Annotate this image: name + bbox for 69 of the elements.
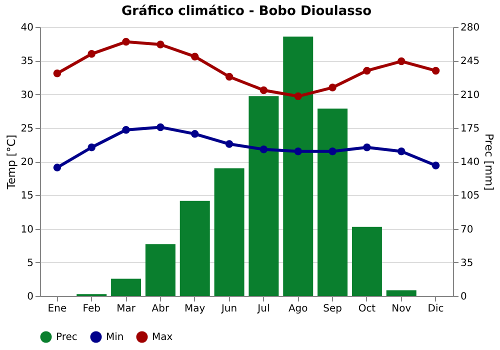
point — [363, 66, 371, 75]
point — [328, 84, 336, 92]
point — [156, 123, 164, 132]
y-tick-label: 40 — [20, 22, 34, 34]
y-tick-label: 0 — [27, 292, 34, 302]
point — [225, 140, 234, 148]
point — [225, 72, 234, 81]
point — [53, 70, 62, 78]
point — [122, 38, 130, 46]
point — [363, 144, 371, 152]
x-tick-label: Mar — [116, 304, 136, 314]
point — [53, 164, 62, 172]
x-tick-label: Oct — [358, 304, 376, 314]
x-tick-label: Feb — [82, 304, 100, 314]
x-tick-label: Ene — [48, 304, 67, 314]
x-tick-label: Jun — [220, 304, 238, 314]
y-tick-label: 10 — [20, 224, 34, 236]
legend-label: Min — [106, 332, 124, 343]
y-tick-label: 20 — [20, 157, 34, 168]
y-tick-label: 15 — [20, 190, 34, 202]
bar — [248, 96, 279, 296]
bar — [283, 36, 314, 296]
point — [156, 40, 164, 48]
bar — [111, 278, 142, 296]
y2-tick-label: 35 — [460, 258, 474, 269]
y2-tick-label: 70 — [460, 224, 474, 236]
point — [260, 86, 268, 94]
y2-axis-title: Prec [mm] — [482, 133, 496, 191]
point — [88, 50, 96, 58]
point — [88, 144, 96, 152]
bar — [352, 226, 382, 296]
point — [398, 57, 406, 66]
point — [432, 162, 440, 170]
x-tick-label: Sep — [323, 304, 342, 314]
legend-label: Prec — [56, 332, 78, 343]
bar — [180, 200, 210, 296]
x-tick-label: Nov — [392, 304, 412, 314]
y2-tick-label: 0 — [460, 292, 467, 302]
y-tick-label: 35 — [20, 56, 34, 68]
y2-tick-label: 280 — [460, 22, 480, 34]
y-axis-title: Temp [°C] — [4, 134, 18, 190]
x-tick-label: Jul — [256, 304, 270, 314]
bar — [318, 108, 348, 296]
point — [122, 126, 130, 134]
y2-tick-label: 175 — [460, 123, 480, 134]
point — [260, 146, 268, 154]
point — [398, 148, 406, 156]
point — [328, 148, 336, 156]
y2-tick-label: 140 — [460, 157, 480, 168]
bar — [145, 244, 176, 296]
point — [294, 92, 302, 100]
y2-tick-label: 245 — [460, 56, 480, 68]
bar — [214, 168, 244, 296]
y2-tick-label: 105 — [460, 190, 480, 202]
y-tick-label: 5 — [27, 258, 34, 269]
point — [432, 66, 440, 75]
y-tick-label: 30 — [20, 90, 34, 101]
bar — [386, 290, 416, 296]
y2-tick-label: 210 — [460, 90, 480, 101]
x-tick-label: May — [184, 304, 206, 314]
y-tick-label: 25 — [20, 123, 34, 134]
point — [294, 148, 302, 156]
point — [191, 130, 199, 138]
legend-label: Max — [152, 332, 173, 343]
chart-title: Gráfico climático - Bobo Dioulasso — [121, 4, 372, 19]
x-tick-label: Abr — [152, 304, 170, 314]
point — [191, 52, 199, 60]
x-tick-label: Ago — [288, 304, 308, 314]
x-tick-label: Dic — [428, 304, 444, 314]
